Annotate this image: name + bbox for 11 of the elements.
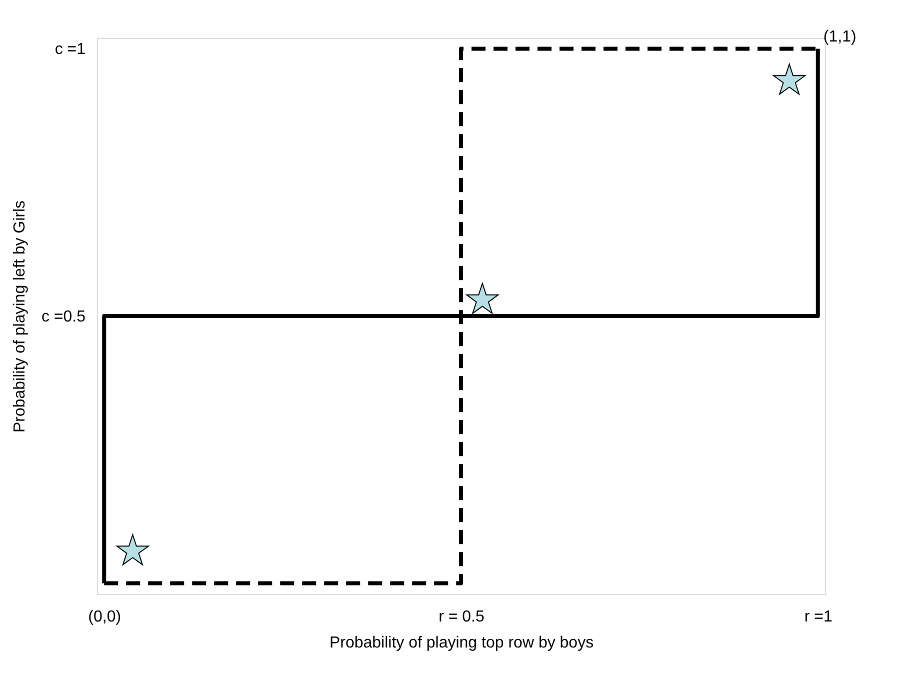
- point: [773, 64, 806, 95]
- y-axis-title: Probability of playing left by Girls: [11, 200, 28, 433]
- point: [466, 282, 499, 314]
- y-tick-label: c =0.5: [41, 308, 86, 326]
- x-tick-label: r =1: [804, 608, 832, 626]
- x-tick-label: r = 0.5: [438, 608, 484, 626]
- y-tick-label: c =1: [54, 41, 86, 58]
- x-tick-label: (0,0): [88, 608, 122, 626]
- point: [116, 534, 149, 566]
- x-axis-title: Probability of playing top row by boys: [329, 634, 594, 652]
- annotation: (1,1): [823, 28, 856, 46]
